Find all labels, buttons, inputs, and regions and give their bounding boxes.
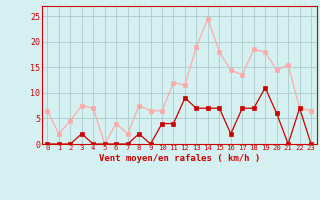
X-axis label: Vent moyen/en rafales ( km/h ): Vent moyen/en rafales ( km/h )	[99, 154, 260, 163]
